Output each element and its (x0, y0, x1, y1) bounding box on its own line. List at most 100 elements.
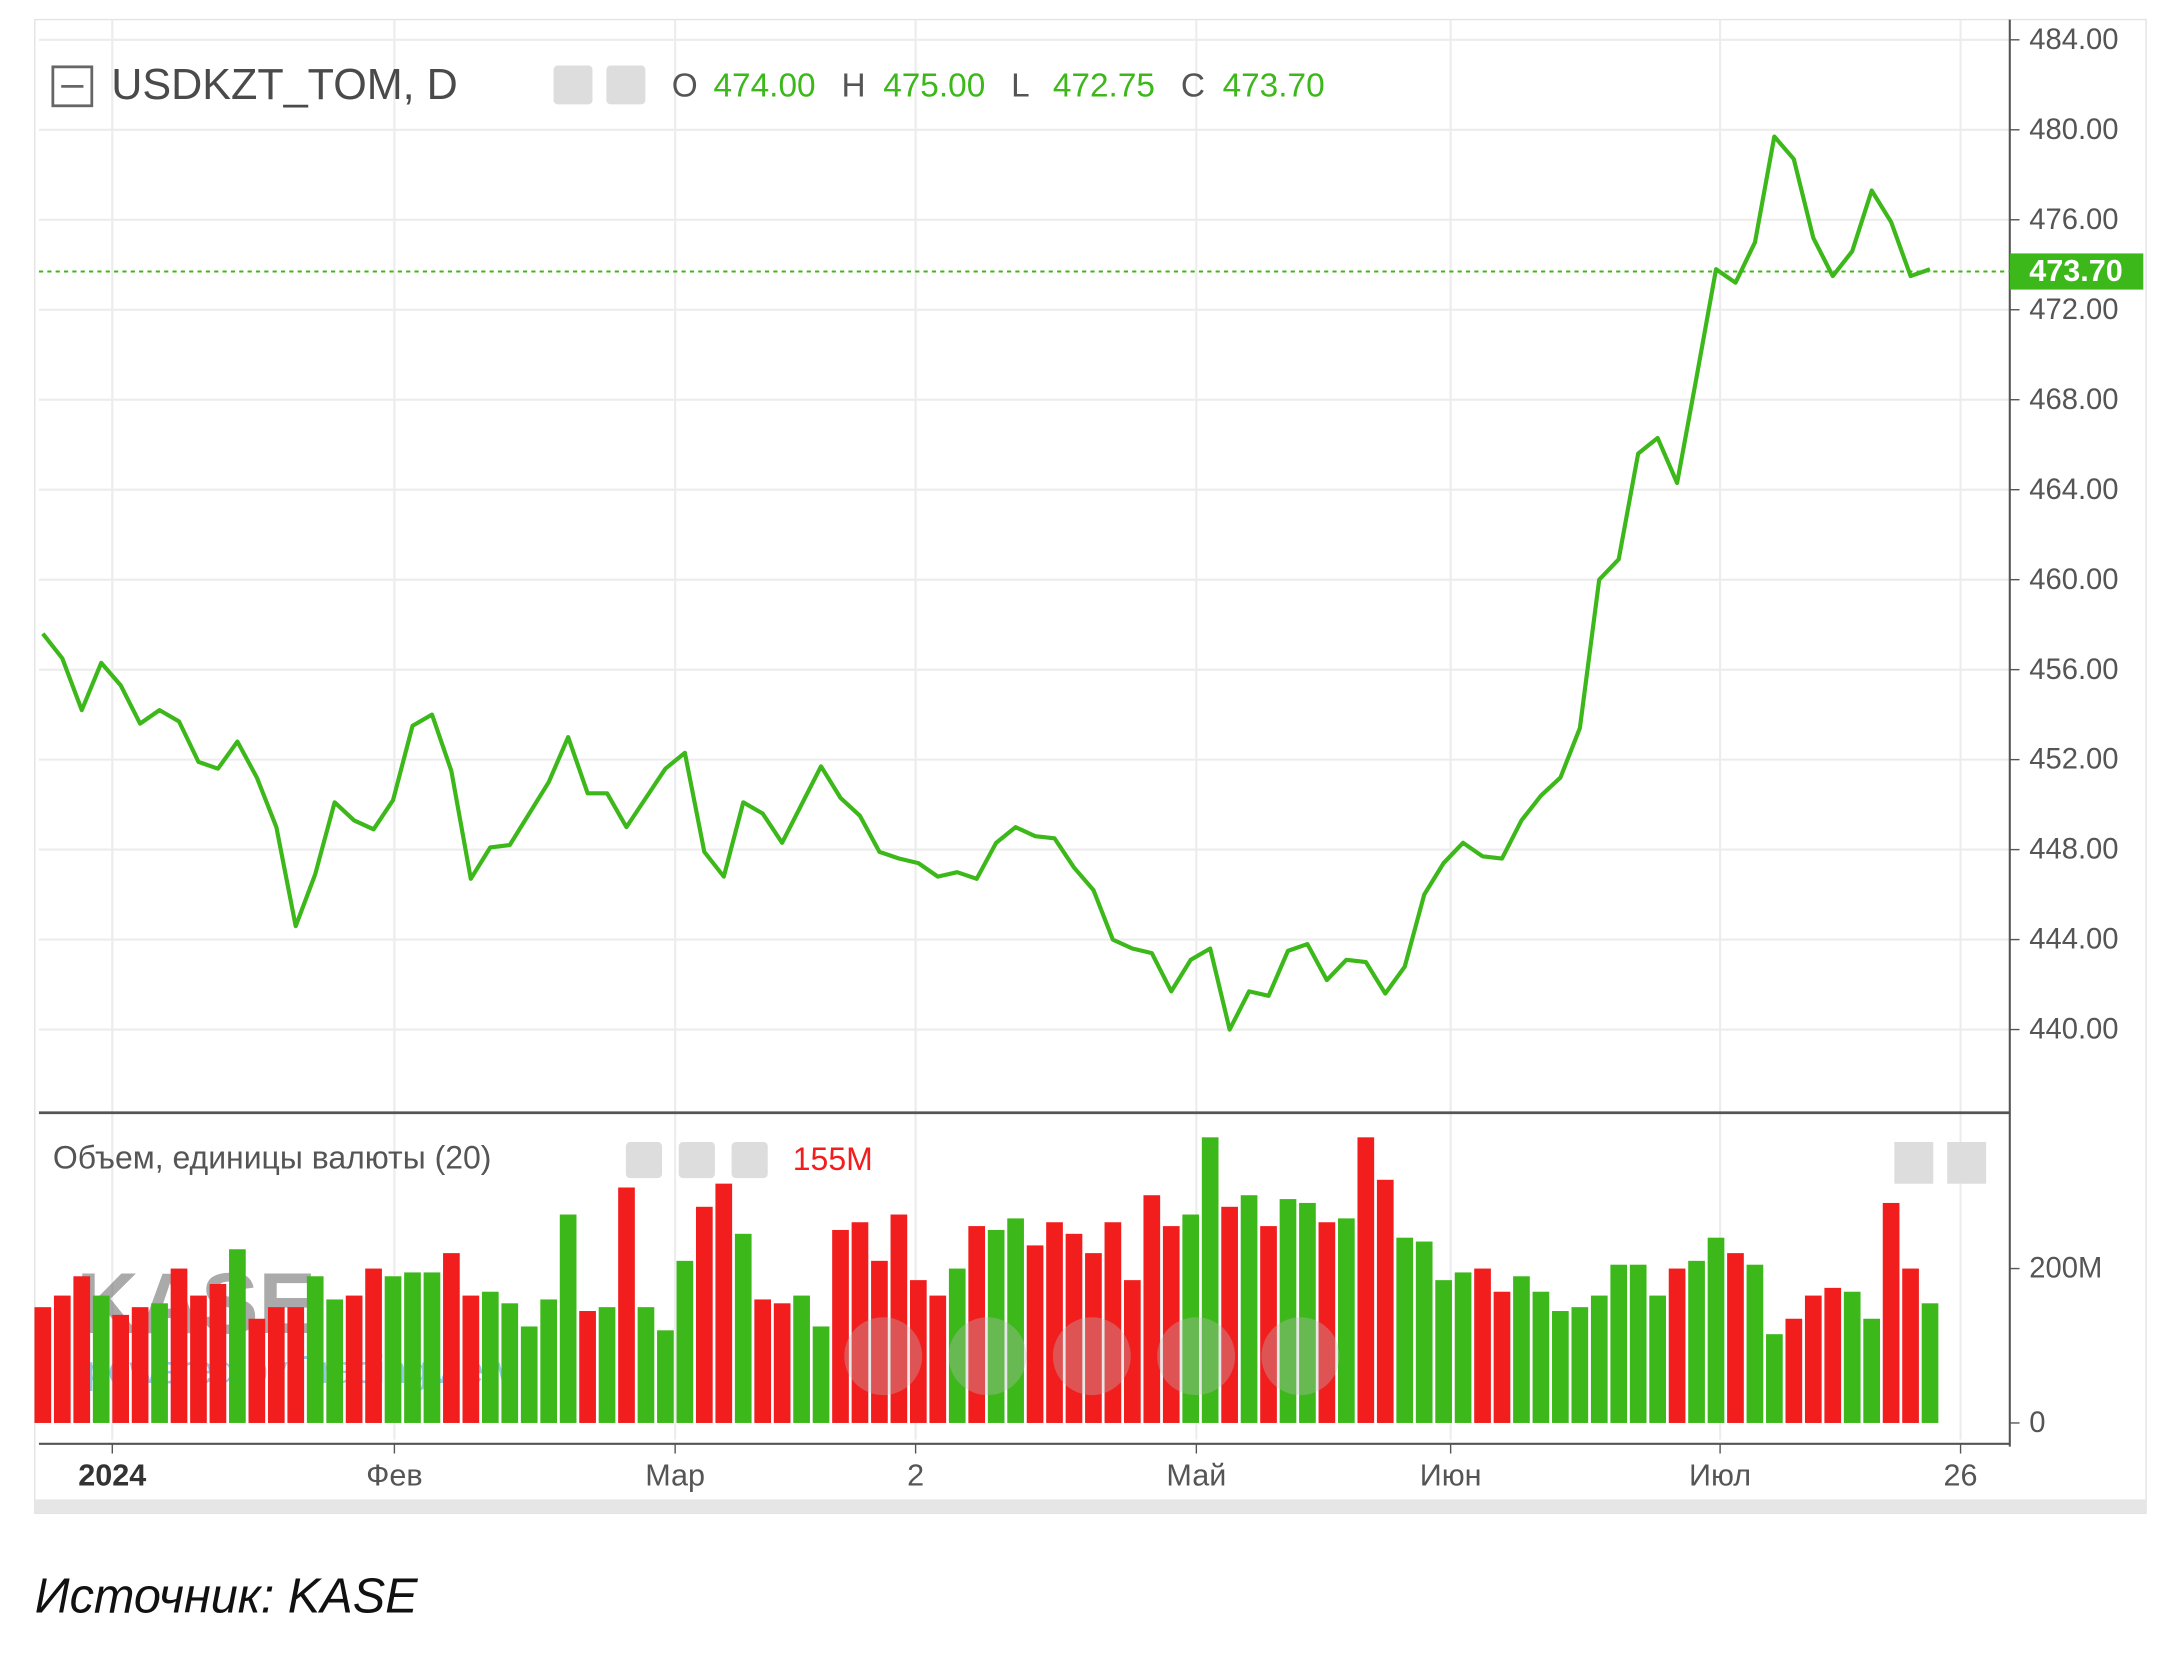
volume-bar (1649, 1295, 1666, 1423)
nav-zoom-in[interactable] (1157, 1317, 1236, 1396)
volume-bar (929, 1295, 947, 1423)
volume-bar (1162, 1226, 1180, 1423)
volume-bar (53, 1295, 71, 1423)
vol-gear-icon[interactable] (678, 1141, 715, 1179)
volume-bar (1785, 1318, 1803, 1423)
volume-bar (1668, 1268, 1686, 1423)
volume-bar (968, 1226, 986, 1423)
volume-bar (462, 1295, 480, 1423)
volume-bar (1026, 1245, 1044, 1423)
y-tick-label: 456.00 (2029, 654, 2118, 686)
price-line (41, 134, 1931, 1032)
volume-bar (871, 1260, 888, 1423)
nav-reset[interactable] (1052, 1317, 1131, 1396)
nav-right[interactable] (1261, 1317, 1340, 1396)
volume-bar (948, 1268, 966, 1423)
volume-bar (695, 1206, 713, 1423)
volume-bar (987, 1229, 1005, 1423)
volume-bar (598, 1307, 616, 1423)
volume-bar (1396, 1237, 1414, 1423)
volume-bar (404, 1272, 421, 1423)
volume-bar (112, 1314, 130, 1423)
pane-up-icon[interactable] (1894, 1141, 1934, 1184)
volume-bar (1610, 1264, 1628, 1423)
y-tick-label: 440.00 (2029, 1014, 2118, 1046)
volume-bar (559, 1214, 577, 1423)
volume-bar (287, 1307, 305, 1423)
x-tick-label: Мар (645, 1458, 705, 1492)
y-tick-label: 200M (2029, 1253, 2102, 1285)
ohlc-value: 473.70 (1223, 68, 1325, 105)
ohlc-value: 474.00 (714, 68, 816, 105)
y-tick-label: 452.00 (2029, 744, 2118, 776)
symbol-title: USDKZT_TOM, D (111, 61, 458, 109)
y-tick-label: 464.00 (2029, 474, 2118, 506)
ohlc-legend: O 474.00 H 475.00 L 472.75 C 473.70 (672, 68, 1325, 105)
pane-down-icon[interactable] (1947, 1141, 1987, 1184)
volume-bar (1123, 1280, 1141, 1423)
volume-bar (520, 1326, 538, 1423)
y-tick-label: 448.00 (2029, 834, 2118, 866)
volume-bar (1804, 1295, 1822, 1423)
ohlc-name: O (672, 68, 698, 105)
close-label: 473.70 (2029, 254, 2123, 288)
volume-bar (618, 1187, 635, 1423)
ohlc-name: H (841, 68, 865, 105)
x-tick-label: Май (1166, 1458, 1226, 1492)
volume-bar (909, 1280, 927, 1423)
y-tick-label: 460.00 (2029, 564, 2118, 596)
volume-bar (1240, 1195, 1258, 1423)
volume-bar (1571, 1307, 1589, 1423)
bottom-strip (34, 1499, 2147, 1514)
volume-bar (190, 1295, 207, 1423)
volume-current: 155M (793, 1141, 873, 1177)
nav-buttons[interactable] (844, 1317, 1340, 1396)
y-tick-label: 476.00 (2029, 204, 2118, 236)
volume-bar (1688, 1260, 1705, 1423)
volume-bar (637, 1307, 655, 1423)
volume-bar (423, 1272, 441, 1423)
eye-icon[interactable] (553, 65, 593, 105)
volume-bar (1376, 1179, 1394, 1423)
volume-bar (1727, 1253, 1744, 1423)
gear-icon[interactable] (606, 65, 646, 105)
volume-bar (73, 1276, 91, 1423)
y-tick-label: 0 (2029, 1407, 2045, 1439)
volume-bar (1085, 1253, 1102, 1423)
volume-bar (1921, 1303, 1939, 1423)
volume-bar (1415, 1241, 1433, 1423)
volume-bar (248, 1318, 266, 1423)
volume-bar (1182, 1214, 1200, 1423)
vol-eye-icon[interactable] (625, 1141, 663, 1179)
volume-bar (1629, 1264, 1647, 1423)
volume-bar (1299, 1202, 1316, 1423)
volume-bar (384, 1276, 402, 1423)
volume-bar (1824, 1287, 1842, 1423)
volume-bar (345, 1295, 363, 1423)
volume-bar (151, 1303, 168, 1423)
volume-bar (1454, 1272, 1472, 1423)
nav-zoom-out[interactable] (948, 1317, 1027, 1396)
close-label-box (2009, 253, 2144, 290)
x-tick-label: 26 (1944, 1458, 1978, 1492)
collapse-icon[interactable] (51, 65, 94, 108)
volume-bar (890, 1214, 908, 1423)
vol-close-icon[interactable] (731, 1141, 768, 1179)
volume-title: Объем, единицы валюты (20) (53, 1140, 492, 1176)
y-tick-label: 472.00 (2029, 294, 2118, 326)
volume-bar (579, 1311, 596, 1423)
y-tick-label: 484.00 (2029, 24, 2118, 56)
volume-bar (851, 1222, 869, 1423)
volume-bar (1338, 1218, 1355, 1423)
volume-bar (1474, 1268, 1491, 1423)
volume-bar (1863, 1318, 1880, 1423)
volume-bar (501, 1303, 519, 1423)
volume-bar (734, 1233, 752, 1423)
volume-bar (1143, 1195, 1161, 1423)
volume-bar (1279, 1199, 1297, 1423)
nav-left[interactable] (844, 1317, 923, 1396)
volume-bar (1318, 1222, 1336, 1423)
x-tick-label: Июн (1420, 1458, 1482, 1492)
ohlc-name: C (1181, 68, 1205, 105)
